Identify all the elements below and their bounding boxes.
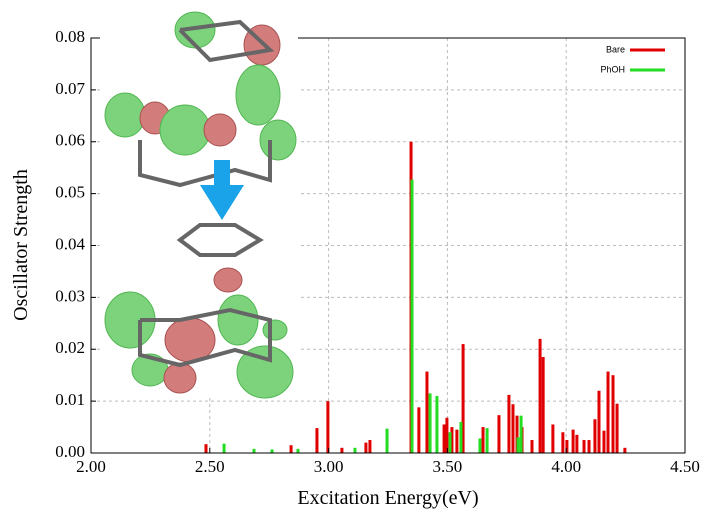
stick [602, 431, 605, 453]
stick [445, 418, 448, 453]
y-tick-label: 0.06 [55, 131, 85, 150]
x-tick-label: 2.00 [76, 457, 106, 476]
stick [616, 404, 619, 453]
stick [353, 448, 356, 453]
stick [443, 424, 446, 453]
stick [368, 440, 371, 453]
stick [340, 448, 343, 453]
stick [296, 449, 299, 453]
stick [530, 440, 533, 453]
stick [607, 372, 610, 453]
y-tick-label: 0.07 [55, 79, 85, 98]
y-tick-label: 0.05 [55, 183, 85, 202]
stick [516, 437, 519, 453]
x-tick-label: 3.50 [433, 457, 463, 476]
y-tick-label: 0.03 [55, 286, 85, 305]
y-tick-label: 0.01 [55, 390, 85, 409]
stick [425, 372, 428, 453]
stick [593, 419, 596, 453]
stick [459, 422, 462, 453]
molecule-inset [100, 0, 298, 398]
stick [561, 432, 564, 453]
x-tick-label: 2.50 [195, 457, 225, 476]
y-axis-label: Oscillator Strength [10, 169, 32, 321]
stick [326, 401, 329, 453]
stick [551, 424, 554, 453]
chart: Bare PhOH Excitation Energy(eV) Oscillato… [0, 0, 707, 512]
stick [417, 407, 420, 453]
stick [271, 449, 274, 453]
stick [575, 435, 578, 453]
stick [486, 428, 489, 453]
stick [290, 445, 293, 453]
stick [223, 444, 226, 453]
stick [482, 427, 485, 453]
stick [542, 357, 545, 453]
stick [539, 339, 542, 453]
y-tick-label: 0.02 [55, 338, 85, 357]
stick [478, 438, 481, 453]
x-tick-label: 4.50 [670, 457, 700, 476]
stick [204, 444, 207, 453]
stick [429, 393, 432, 453]
y-tick-label: 0.04 [55, 234, 85, 253]
stick [410, 180, 413, 453]
stick [612, 375, 615, 453]
legend-label: PhOH [600, 64, 625, 74]
x-tick-label: 3.00 [314, 457, 344, 476]
legend: Bare PhOH [600, 44, 665, 74]
stick [507, 395, 510, 453]
stick [364, 443, 367, 453]
x-axis-label: Excitation Energy(eV) [297, 487, 478, 509]
stick [386, 429, 389, 453]
stick [520, 416, 523, 453]
legend-label: Bare [606, 44, 625, 54]
x-tick-label: 4.00 [551, 457, 581, 476]
stick [572, 430, 575, 453]
y-tick-label: 0.08 [55, 27, 85, 46]
stick [511, 404, 514, 453]
stick [252, 449, 255, 453]
stick [497, 415, 500, 453]
stick [597, 391, 600, 453]
stick [455, 430, 458, 453]
stick [623, 448, 626, 453]
stick [583, 440, 586, 453]
stick [449, 432, 452, 453]
stick [315, 428, 318, 453]
stick [588, 440, 591, 453]
stick [435, 396, 438, 453]
